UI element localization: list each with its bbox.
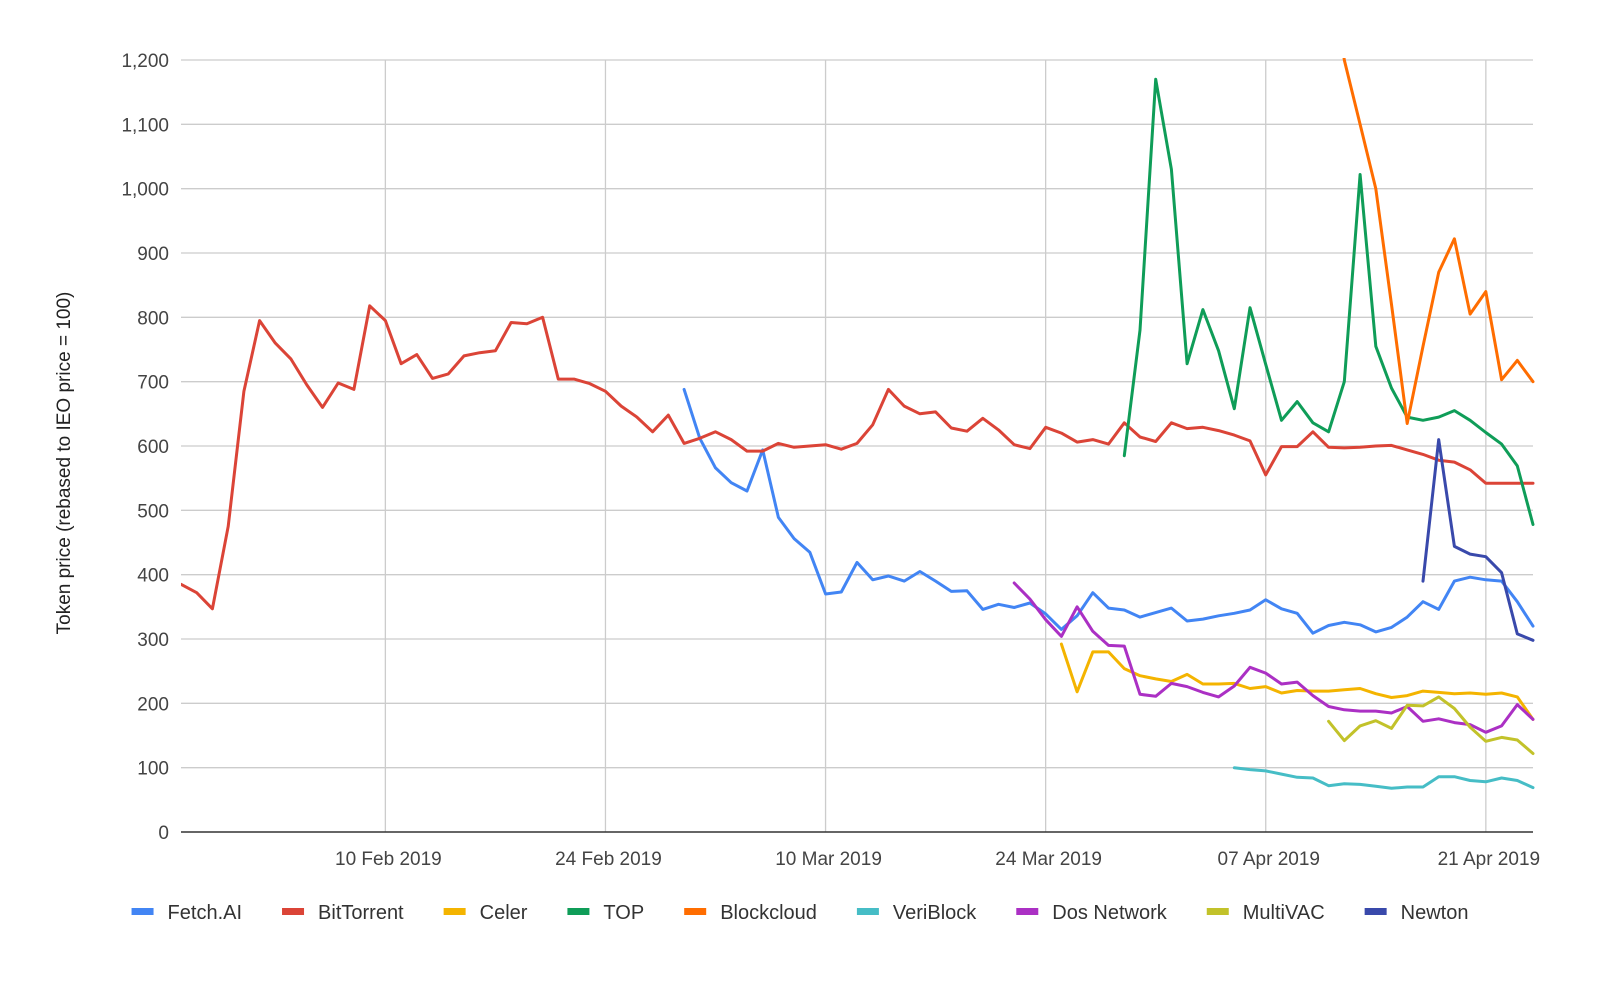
series-line-celer: [1059, 642, 1535, 721]
y-tick-label: 600: [137, 437, 169, 458]
legend-swatch-bittorrent: [282, 908, 305, 915]
y-tick-label: 300: [137, 630, 169, 651]
y-tick-label: 1,200: [121, 51, 169, 72]
legend-label-veriblock: VeriBlock: [893, 902, 977, 924]
legend-swatch-multivac: [1206, 908, 1229, 915]
series-line-newton: [1421, 438, 1535, 642]
series-lines: [181, 58, 1535, 790]
x-tick-label: 24 Feb 2019: [555, 849, 662, 870]
series-line-bittorrent: [181, 304, 1535, 611]
series-line-top: [1122, 77, 1535, 526]
y-tick-label: 800: [137, 308, 169, 329]
y-tick-label: 1,100: [121, 115, 169, 136]
y-tick-label: 0: [158, 823, 169, 844]
legend-swatch-dos-network: [1016, 908, 1039, 915]
series-line-fetch-ai: [682, 387, 1535, 635]
legend-label-multivac: MultiVAC: [1243, 902, 1325, 924]
legend-label-newton: Newton: [1401, 902, 1469, 924]
y-tick-label: 100: [137, 759, 169, 780]
legend-swatch-top: [567, 908, 590, 915]
x-tick-label: 10 Mar 2019: [775, 849, 882, 870]
x-tick-label: 10 Feb 2019: [335, 849, 442, 870]
y-tick-label: 500: [137, 501, 169, 522]
axes: 0 100 200 300 400 500 600 700 800 900 1,000 1,100 1,…: [121, 51, 1540, 870]
legend-label-bittorrent: BitTorrent: [318, 902, 404, 924]
y-tick-label: 400: [137, 566, 169, 587]
series-line-blockcloud: [1342, 58, 1535, 425]
legend: Fetch.AI BitTorrent Celer TOP Blockcloud Veri…: [131, 902, 1469, 924]
y-tick-label: 700: [137, 373, 169, 394]
plot-area: [181, 58, 1535, 790]
legend-label-blockcloud: Blockcloud: [720, 902, 817, 924]
x-tick-label: 21 Apr 2019: [1438, 849, 1540, 870]
x-tick-label: 07 Apr 2019: [1218, 849, 1320, 870]
legend-swatch-newton: [1364, 908, 1387, 915]
series-line-veriblock: [1232, 766, 1535, 790]
grid-lines: [181, 59, 1533, 832]
x-tick-label: 24 Mar 2019: [995, 849, 1102, 870]
y-tick-label: 1,000: [121, 180, 169, 201]
legend-swatch-blockcloud: [684, 908, 707, 915]
y-axis-title: Token price (rebased to IEO price = 100): [54, 292, 75, 635]
legend-swatch-celer: [443, 908, 466, 915]
legend-label-dos-network: Dos Network: [1052, 902, 1167, 924]
legend-label-fetch-ai: Fetch.AI: [168, 902, 242, 924]
legend-label-top: TOP: [603, 902, 644, 924]
y-tick-label: 900: [137, 244, 169, 265]
legend-label-celer: Celer: [480, 902, 528, 924]
legend-swatch-fetch-ai: [131, 908, 154, 915]
series-line-multivac: [1327, 695, 1535, 755]
y-tick-label: 200: [137, 694, 169, 715]
legend-swatch-veriblock: [856, 908, 879, 915]
series-line-dos-network: [1012, 581, 1535, 734]
